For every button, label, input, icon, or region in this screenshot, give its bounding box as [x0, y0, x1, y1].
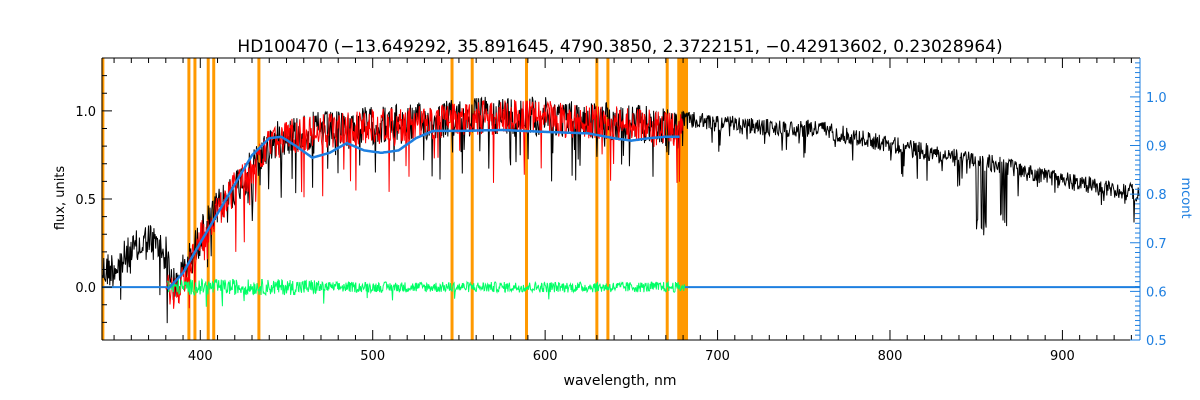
x-tick-label: 600 — [533, 349, 558, 364]
chart-title: HD100470 (−13.649292, 35.891645, 4790.38… — [237, 37, 1002, 57]
plot-area: 400 500 600 700 800 900 0.0 0.5 1.0 0.5 0.6 0.7 0.8 0… — [75, 57, 1167, 364]
x-tick-label: 700 — [705, 349, 730, 364]
series-mcont — [166, 128, 680, 291]
x-tick-label: 900 — [1050, 349, 1075, 364]
y2-tick-label: 0.9 — [1146, 140, 1167, 155]
x-tick-label: 800 — [878, 349, 903, 364]
series-residual — [167, 277, 686, 307]
x-tick-label: 400 — [188, 349, 213, 364]
y-tick-label: 1.0 — [75, 105, 96, 120]
y2-tick-label: 0.8 — [1146, 188, 1167, 203]
series-model — [165, 99, 684, 309]
y2-tick-label: 0.5 — [1146, 334, 1167, 349]
y-tick-label: 0.5 — [75, 193, 96, 208]
y-tick-label: 0.0 — [75, 281, 96, 296]
y2-tick-label: 1.0 — [1146, 91, 1167, 106]
x-axis-label: wavelength, nm — [564, 373, 677, 389]
y2-tick-label: 0.6 — [1146, 285, 1167, 300]
y2-axis-label: mcont — [1178, 177, 1193, 218]
y2-tick-label: 0.7 — [1146, 237, 1167, 252]
y-axis-label: flux, units — [53, 166, 68, 231]
x-tick-label: 500 — [360, 349, 385, 364]
